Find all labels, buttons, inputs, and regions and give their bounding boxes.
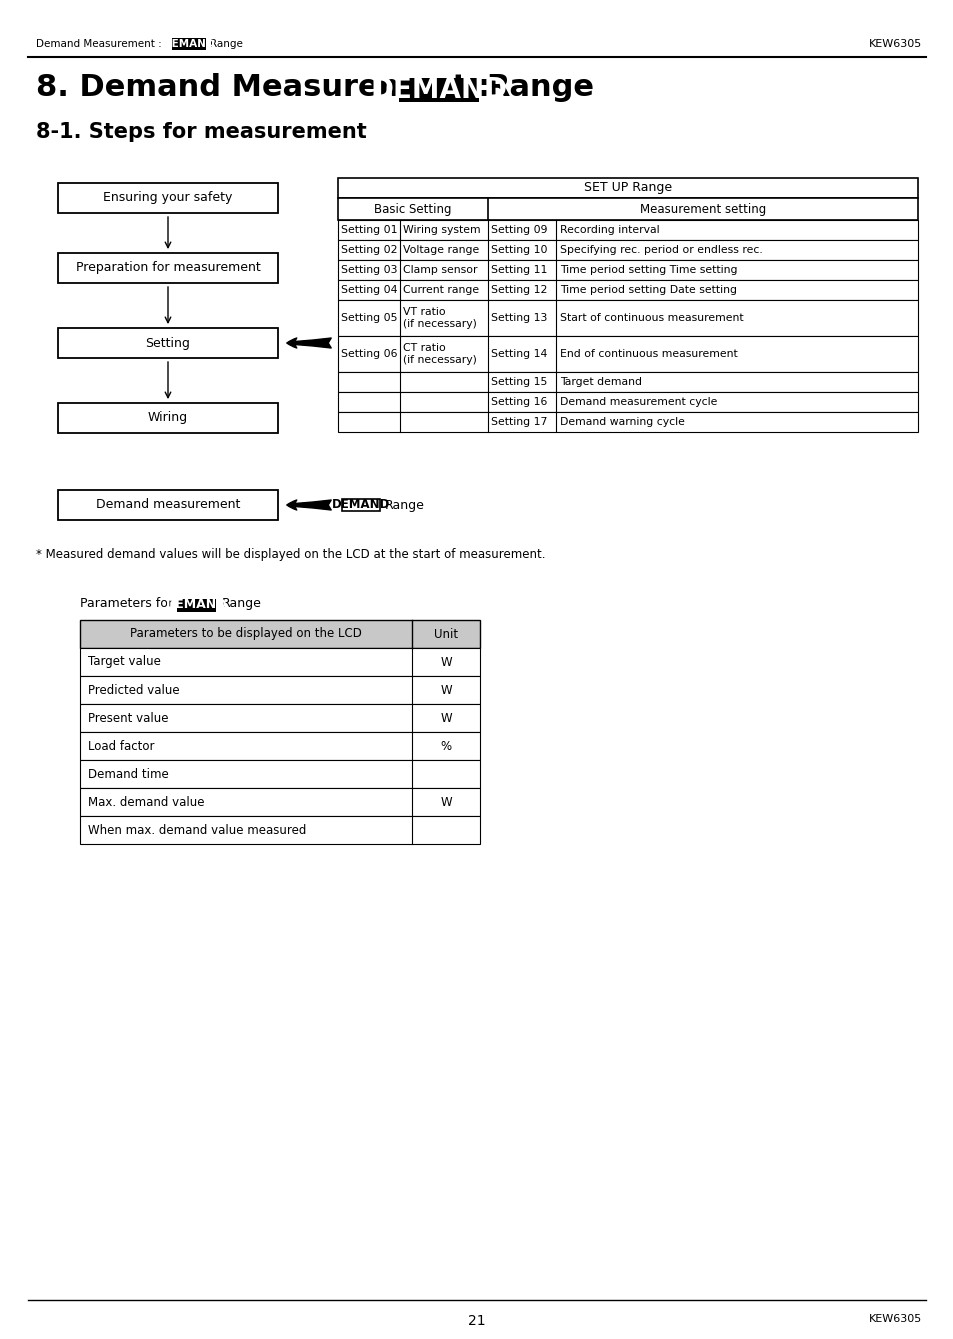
Text: Setting 09: Setting 09 [491, 225, 547, 236]
Text: Specifying rec. period or endless rec.: Specifying rec. period or endless rec. [559, 245, 762, 254]
Bar [341, 498, 379, 511]
Bar [58, 253, 277, 283]
Bar [80, 676, 479, 704]
Text: Setting 10: Setting 10 [491, 245, 547, 254]
Text: Range: Range [221, 597, 261, 611]
Text: End of continuous measurement: End of continuous measurement [559, 349, 737, 359]
Text: Setting 05: Setting 05 [340, 313, 397, 323]
Text: Predicted value: Predicted value [88, 683, 179, 696]
Text: Range: Range [486, 74, 594, 102]
Text: Setting 13: Setting 13 [491, 313, 547, 323]
Text: 21: 21 [468, 1314, 485, 1328]
Bar [337, 372, 917, 392]
Text: Setting 03: Setting 03 [340, 265, 397, 274]
Text: Unit: Unit [434, 628, 457, 640]
Bar [337, 412, 917, 432]
Text: Start of continuous measurement: Start of continuous measurement [559, 313, 742, 323]
Text: Demand measurement cycle: Demand measurement cycle [559, 396, 717, 407]
Bar [337, 336, 917, 372]
Text: KEW6305: KEW6305 [868, 39, 921, 50]
Text: Setting: Setting [146, 336, 191, 349]
Text: W: W [439, 795, 452, 809]
Text: Basic Setting: Basic Setting [374, 202, 452, 216]
Text: CT ratio
(if necessary): CT ratio (if necessary) [402, 343, 476, 364]
Text: Setting 17: Setting 17 [491, 416, 547, 427]
Bar [58, 183, 277, 213]
Bar [172, 39, 206, 50]
Text: Target value: Target value [88, 656, 161, 668]
Bar [58, 403, 277, 432]
Text: Demand warning cycle: Demand warning cycle [559, 416, 684, 427]
Text: Time period setting Time setting: Time period setting Time setting [559, 265, 737, 274]
Text: W: W [439, 683, 452, 696]
Bar [177, 599, 216, 612]
Text: VT ratio
(if necessary): VT ratio (if necessary) [402, 307, 476, 329]
Text: When max. demand value measured: When max. demand value measured [88, 823, 306, 837]
Text: Time period setting Date setting: Time period setting Date setting [559, 285, 737, 295]
Bar [80, 815, 479, 844]
Text: Clamp sensor: Clamp sensor [402, 265, 477, 274]
Text: W: W [439, 711, 452, 724]
Text: Setting 12: Setting 12 [491, 285, 547, 295]
Text: Setting 02: Setting 02 [340, 245, 397, 254]
Bar [80, 761, 479, 787]
Text: Setting 01: Setting 01 [340, 225, 397, 236]
Text: 8. Demand Measurement :: 8. Demand Measurement : [36, 74, 500, 102]
Bar [80, 620, 479, 648]
Text: Parameters to be displayed on the LCD: Parameters to be displayed on the LCD [130, 628, 361, 640]
Bar [398, 78, 479, 102]
Bar [337, 178, 917, 198]
Bar [80, 648, 479, 676]
Bar [337, 392, 917, 412]
Text: Measurement setting: Measurement setting [639, 202, 765, 216]
Text: Setting 14: Setting 14 [491, 349, 547, 359]
Text: Range: Range [384, 498, 424, 511]
Bar [80, 704, 479, 732]
Bar [337, 198, 917, 220]
Bar [58, 328, 277, 358]
Bar [337, 280, 917, 300]
Text: Max. demand value: Max. demand value [88, 795, 204, 809]
Text: Load factor: Load factor [88, 739, 154, 753]
Bar [337, 260, 917, 280]
Text: Demand Measurement :: Demand Measurement : [36, 39, 165, 50]
Text: Preparation for measurement: Preparation for measurement [75, 261, 260, 274]
Text: Ensuring your safety: Ensuring your safety [103, 191, 233, 205]
Text: Demand measurement: Demand measurement [95, 498, 240, 511]
Bar [337, 300, 917, 336]
Text: Setting 15: Setting 15 [491, 378, 547, 387]
Text: Range: Range [210, 39, 242, 50]
Text: Setting 16: Setting 16 [491, 396, 547, 407]
Bar [58, 490, 277, 520]
Bar [80, 787, 479, 815]
Text: Present value: Present value [88, 711, 169, 724]
Text: Demand time: Demand time [88, 767, 169, 781]
Text: SET UP Range: SET UP Range [583, 182, 671, 194]
Text: DEMAND: DEMAND [166, 599, 227, 612]
Text: KEW6305: KEW6305 [868, 1314, 921, 1324]
Text: Current range: Current range [402, 285, 478, 295]
Text: Setting 04: Setting 04 [340, 285, 397, 295]
Text: Setting 11: Setting 11 [491, 265, 547, 274]
Text: Setting 06: Setting 06 [340, 349, 397, 359]
Text: DEMAND: DEMAND [163, 39, 214, 50]
Text: Wiring system: Wiring system [402, 225, 480, 236]
Text: DEMAND: DEMAND [371, 76, 507, 104]
Bar [337, 240, 917, 260]
Text: Parameters for: Parameters for [80, 597, 172, 611]
Bar [80, 732, 479, 761]
Text: DEMAND: DEMAND [332, 498, 390, 511]
Text: %: % [440, 739, 451, 753]
Text: Voltage range: Voltage range [402, 245, 478, 254]
Text: Wiring: Wiring [148, 411, 188, 424]
Bar [337, 220, 917, 240]
Text: W: W [439, 656, 452, 668]
Text: * Measured demand values will be displayed on the LCD at the start of measuremen: * Measured demand values will be display… [36, 548, 545, 561]
Text: 8-1. Steps for measurement: 8-1. Steps for measurement [36, 122, 366, 142]
Text: Recording interval: Recording interval [559, 225, 659, 236]
Text: Target demand: Target demand [559, 378, 641, 387]
